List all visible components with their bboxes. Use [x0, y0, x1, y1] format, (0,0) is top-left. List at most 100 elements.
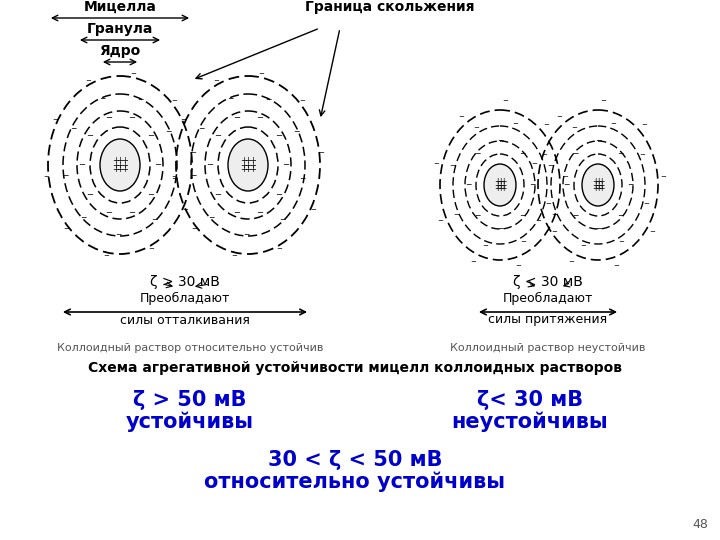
Text: −: −	[502, 98, 508, 104]
Text: −: −	[198, 124, 204, 133]
Text: −: −	[453, 212, 459, 218]
Text: 48: 48	[692, 518, 708, 531]
Text: −: −	[627, 180, 633, 190]
Text: −: −	[256, 208, 264, 217]
Text: −: −	[568, 259, 574, 265]
Ellipse shape	[100, 139, 140, 191]
Text: +: +	[245, 160, 251, 170]
Text: −: −	[572, 212, 579, 221]
Text: неустойчивы: неустойчивы	[451, 411, 608, 432]
Text: −: −	[643, 201, 649, 207]
Text: −: −	[541, 152, 547, 158]
Text: −: −	[545, 201, 551, 207]
Text: Схема агрегативной устойчивости мицелл коллоидных растворов: Схема агрегативной устойчивости мицелл к…	[88, 361, 622, 375]
Text: −: −	[310, 207, 316, 213]
Text: −: −	[148, 131, 154, 140]
Text: +: +	[117, 160, 123, 170]
Text: −: −	[149, 246, 155, 252]
Text: +: +	[592, 177, 598, 186]
Text: −: −	[279, 215, 285, 224]
Text: +: +	[249, 160, 256, 170]
Text: +: +	[500, 184, 506, 193]
Text: +: +	[598, 177, 604, 186]
Text: −: −	[137, 96, 143, 104]
Text: Коллоидный раствор неустойчив: Коллоидный раствор неустойчив	[450, 343, 646, 353]
Text: силы отталкивания: силы отталкивания	[120, 314, 250, 327]
Text: −: −	[128, 208, 135, 217]
Text: +: +	[245, 165, 251, 174]
Text: +: +	[112, 160, 120, 170]
Text: −: −	[165, 127, 171, 136]
Text: −: −	[104, 253, 109, 259]
Text: −: −	[536, 218, 541, 224]
Text: −: −	[642, 122, 647, 128]
Text: −: −	[547, 163, 553, 169]
Text: −: −	[231, 253, 238, 259]
Text: −: −	[192, 226, 197, 232]
Text: +: +	[497, 180, 503, 190]
Text: −: −	[70, 124, 76, 133]
Text: −: −	[214, 190, 221, 199]
Text: −: −	[531, 161, 537, 167]
Text: −: −	[258, 71, 265, 77]
Text: −: −	[213, 78, 220, 84]
Text: −: −	[293, 127, 300, 136]
Text: −: −	[552, 230, 557, 235]
Text: +: +	[117, 165, 123, 174]
Text: 30 < ζ < 50 мВ: 30 < ζ < 50 мВ	[268, 450, 442, 470]
Text: −: −	[190, 171, 197, 180]
Text: ζ > 30 мВ: ζ > 30 мВ	[150, 275, 220, 289]
Text: −: −	[649, 230, 655, 235]
Text: −: −	[171, 174, 177, 184]
Text: −: −	[191, 150, 197, 156]
Text: −: −	[276, 246, 283, 252]
Text: −: −	[44, 174, 50, 180]
Text: +: +	[494, 177, 500, 186]
Text: −: −	[563, 174, 569, 180]
Text: силы притяжения: силы притяжения	[488, 314, 608, 327]
Text: −: −	[595, 225, 601, 233]
Text: −: −	[521, 239, 526, 245]
Text: +: +	[598, 184, 604, 193]
Text: −: −	[639, 152, 645, 158]
Text: −: −	[207, 160, 214, 170]
Text: ζ > 50 мВ: ζ > 50 мВ	[133, 390, 247, 410]
Text: −: −	[299, 174, 305, 184]
Text: −: −	[256, 113, 264, 122]
Text: −: −	[282, 160, 289, 170]
Text: −: −	[86, 78, 91, 84]
Text: +: +	[595, 180, 601, 190]
Text: −: −	[233, 113, 240, 122]
Text: −: −	[519, 212, 526, 221]
Text: +: +	[494, 180, 500, 190]
Text: +: +	[595, 184, 601, 193]
Text: −: −	[433, 161, 439, 167]
Text: −: −	[482, 243, 488, 249]
Text: +: +	[240, 160, 247, 170]
Text: −: −	[52, 117, 58, 124]
Text: −: −	[63, 226, 69, 232]
Text: +: +	[121, 165, 127, 174]
Text: +: +	[500, 177, 506, 186]
Text: −: −	[128, 113, 135, 122]
Text: −: −	[557, 114, 562, 120]
Text: −: −	[661, 174, 667, 180]
Text: −: −	[528, 180, 535, 190]
Text: −: −	[81, 213, 87, 222]
Text: Мицелла: Мицелла	[84, 0, 156, 14]
Text: −: −	[104, 208, 112, 217]
Ellipse shape	[582, 164, 614, 206]
Text: +: +	[500, 180, 506, 190]
Text: −: −	[275, 131, 282, 140]
Text: −: −	[515, 263, 521, 269]
Text: −: −	[459, 114, 464, 120]
Text: +: +	[240, 165, 247, 174]
Text: −: −	[572, 125, 577, 131]
Text: −: −	[99, 94, 106, 103]
Text: −: −	[474, 150, 480, 158]
Text: −: −	[543, 122, 549, 128]
Text: Преобладают: Преобладают	[140, 292, 230, 305]
Text: −: −	[86, 190, 93, 199]
Text: +: +	[592, 180, 598, 190]
Text: Преобладают: Преобладают	[503, 292, 593, 305]
